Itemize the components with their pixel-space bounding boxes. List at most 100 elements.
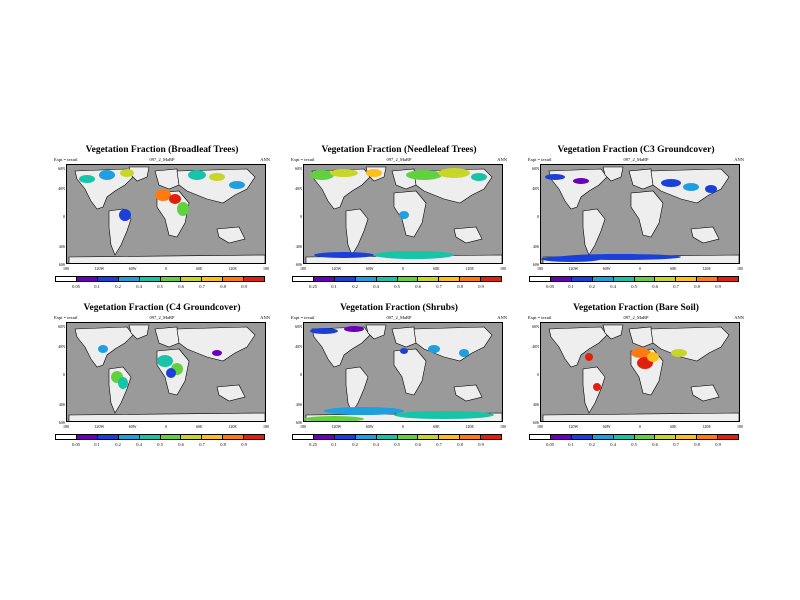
lat-tick-label: 40N	[295, 186, 302, 191]
lon-tick-label: 0	[165, 424, 167, 429]
colorbar-tick-label: 0.6	[178, 442, 184, 447]
panel-broadleaf-trees: Vegetation Fraction (Broadleaf Trees) Ex…	[52, 145, 272, 305]
colorbar-swatch	[530, 277, 551, 281]
run-label: 097_2_MaRP	[623, 157, 649, 162]
map-svg	[304, 323, 502, 421]
colorbar-tick-label: 0.2	[589, 442, 595, 447]
expt-label: Expt = texutl	[54, 315, 78, 320]
colorbar-tick-label: 0.25	[309, 442, 317, 447]
landmass	[365, 324, 387, 340]
lat-tick-label: 40N	[58, 344, 65, 349]
panel-shrubs: Vegetation Fraction (Shrubs) Expt = texu…	[289, 303, 509, 463]
colorbar-tick-label: 0.9	[241, 442, 247, 447]
landmass	[602, 166, 624, 182]
colorbar-tick-label: 0.6	[415, 442, 421, 447]
colorbar-tick-label: 0.9	[715, 284, 721, 289]
colorbar-tick-label: 0.7	[436, 284, 442, 289]
fraction-patch	[459, 349, 469, 357]
lat-tick-label: 60S	[58, 262, 65, 267]
lon-tick-label: 60E	[433, 266, 440, 271]
fraction-patch	[344, 326, 364, 332]
fraction-patch	[400, 348, 408, 354]
fraction-patch	[79, 175, 95, 183]
colorbar-swatch	[718, 277, 739, 281]
colorbar-tick-label: 0.4	[136, 442, 142, 447]
landmass	[650, 326, 730, 362]
lon-tick-label: 180	[63, 424, 69, 429]
colorbar-swatch	[160, 435, 182, 439]
period-label: ANN	[497, 157, 507, 162]
landmass	[216, 384, 246, 402]
lon-tick-label: 180	[263, 424, 269, 429]
fraction-patch	[541, 256, 601, 262]
lon-tick-label: 60W	[128, 266, 137, 271]
lon-tick-label: 60W	[365, 266, 374, 271]
colorbar-swatch	[655, 435, 677, 439]
lon-tick-label: 120E	[228, 424, 237, 429]
colorbar-swatch	[530, 435, 551, 439]
colorbar	[55, 434, 265, 440]
lat-tick-label: 40S	[58, 402, 65, 407]
colorbar	[529, 434, 739, 440]
colorbar-swatch	[160, 277, 182, 281]
panel-title: Vegetation Fraction (Needleleaf Trees)	[321, 145, 477, 155]
colorbar-tick-label: 0.4	[610, 284, 616, 289]
colorbar-tick-label: 0.6	[652, 442, 658, 447]
landmass	[690, 226, 720, 244]
fraction-patch	[209, 173, 225, 181]
landmass	[453, 226, 483, 244]
colorbar-tick-label: 0.5	[157, 442, 163, 447]
fraction-patch	[671, 349, 687, 357]
colorbar-swatch	[571, 435, 593, 439]
lon-tick-label: 60E	[196, 266, 203, 271]
lat-tick-label: 0	[300, 372, 302, 377]
fraction-patch	[155, 189, 171, 201]
fraction-patch	[212, 350, 222, 356]
colorbar-swatch	[97, 435, 119, 439]
landmass	[690, 384, 720, 402]
map-plot	[66, 164, 266, 264]
panel-title: Vegetation Fraction (C3 Groundcover)	[557, 145, 715, 155]
colorbar-swatch	[418, 435, 440, 439]
fraction-patch	[428, 345, 440, 353]
lon-tick-label: 0	[402, 424, 404, 429]
colorbar-swatch	[181, 277, 203, 281]
colorbar-swatch	[376, 277, 398, 281]
lat-tick-label: 60S	[295, 262, 302, 267]
lat-tick-label: 40S	[295, 244, 302, 249]
lon-tick-label: 60E	[670, 266, 677, 271]
lat-tick-label: 60N	[295, 324, 302, 329]
fraction-patch	[169, 194, 181, 204]
colorbar-tick-label: 0.4	[373, 442, 379, 447]
colorbar-tick-label: 0.05	[546, 284, 554, 289]
colorbar	[55, 276, 265, 282]
colorbar-tick-label: 0.25	[309, 284, 317, 289]
colorbar-swatch	[293, 277, 314, 281]
fraction-patch	[324, 407, 404, 415]
lon-tick-label: 180	[263, 266, 269, 271]
run-label: 097_2_MaRP	[386, 315, 412, 320]
fraction-patch	[99, 170, 115, 180]
colorbar-swatch	[223, 277, 245, 281]
colorbar-tick-label: 0.5	[394, 284, 400, 289]
colorbar-tick-label: 0.1	[568, 284, 574, 289]
colorbar-swatch	[697, 435, 719, 439]
colorbar-swatch	[697, 277, 719, 281]
lon-tick-label: 60E	[670, 424, 677, 429]
colorbar-swatch	[676, 435, 698, 439]
colorbar-swatch	[118, 277, 140, 281]
colorbar-tick-label: 0.7	[199, 442, 205, 447]
lon-tick-label: 0	[639, 266, 641, 271]
lon-tick-label: 120E	[702, 266, 711, 271]
map-svg	[541, 165, 739, 263]
map-plot	[303, 322, 503, 422]
panel-bare-soil: Vegetation Fraction (Bare Soil) Expt = t…	[526, 303, 746, 463]
colorbar-swatch	[376, 435, 398, 439]
landmass	[542, 412, 739, 421]
map-svg	[304, 165, 502, 263]
colorbar-tick-label: 0.9	[478, 284, 484, 289]
panel-title: Vegetation Fraction (Broadleaf Trees)	[85, 145, 239, 155]
colorbar-swatch	[56, 435, 77, 439]
lat-tick-label: 40N	[295, 344, 302, 349]
lon-tick-label: 60E	[196, 424, 203, 429]
